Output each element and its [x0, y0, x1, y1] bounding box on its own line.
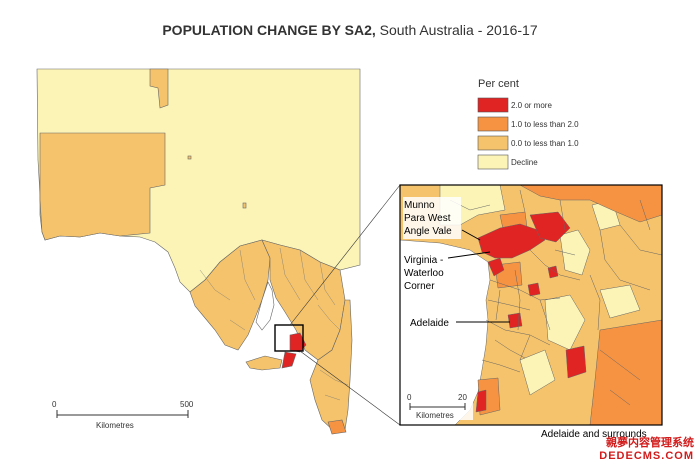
main-scale-bar: 0 500 Kilometres [52, 400, 194, 430]
region-north-notch [149, 68, 169, 109]
legend: Per cent 2.0 or more 1.0 to less than 2.0… [477, 78, 579, 170]
watermark-line1: 親夢内容管理系统 [606, 437, 694, 449]
main-scale-max: 500 [180, 400, 194, 409]
label-munno-line1: Munno [404, 200, 435, 211]
map-title-rest: South Australia - 2016-17 [375, 22, 538, 38]
legend-label: 1.0 to less than 2.0 [511, 120, 579, 129]
inset-decline-4 [519, 349, 556, 396]
inset-caption: Adelaide and surrounds [541, 429, 647, 440]
map-title-bold: POPULATION CHANGE BY SA2, [162, 22, 376, 38]
label-virginia-line3: Corner [404, 281, 435, 292]
sa2-boundaries [199, 247, 349, 401]
inset-red-inner-2 [547, 265, 559, 279]
label-munno-para: Munno Para West Angle Vale [403, 197, 481, 241]
main-scale-unit: Kilometres [96, 421, 134, 430]
inset-locator-box [274, 324, 304, 352]
inset-red-south [475, 389, 487, 413]
inset-decline-3 [544, 294, 586, 351]
inset-red-inner-1 [527, 282, 541, 297]
region-south-east [309, 299, 353, 433]
inset-sa2-boundaries [449, 189, 662, 406]
region-eyre [189, 239, 271, 351]
inset-decline-5 [599, 284, 641, 319]
south-australia-map [36, 68, 361, 435]
legend-label: 0.0 to less than 1.0 [511, 139, 579, 148]
region-mount-gambier [327, 419, 347, 435]
label-virginia-line2: Waterloo [404, 268, 444, 279]
inset-orange-northeast [519, 185, 662, 223]
label-adelaide: Adelaide [408, 315, 510, 329]
inset-scale-max: 20 [458, 393, 467, 402]
label-adelaide-text: Adelaide [410, 318, 449, 329]
watermark-line2: DEDECMS.COM [599, 450, 694, 462]
inset-map: Munno Para West Angle Vale Virginia - Wa… [399, 184, 663, 440]
legend-swatch [477, 135, 509, 151]
legend-label: 2.0 or more [511, 101, 552, 110]
legend-swatch [477, 97, 509, 113]
inset-red-adelaide [507, 312, 523, 329]
inset-decline-2 [559, 229, 591, 276]
inset-scale-unit: Kilometres [416, 411, 454, 420]
legend-swatch [477, 154, 509, 170]
pointer-virginia [447, 251, 491, 259]
legend-label: Decline [511, 158, 538, 167]
kangaroo-island [245, 355, 283, 371]
main-scale-zero: 0 [52, 400, 57, 409]
label-munno-line2: Para West [404, 213, 451, 224]
pointer-munno [461, 229, 481, 241]
region-northwest-block [39, 132, 166, 241]
inset-red-northeast [529, 211, 571, 243]
inset-connector-bottom [299, 350, 401, 426]
isolated-sa2-1 [187, 155, 192, 160]
label-virginia: Virginia - Waterloo Corner [403, 251, 491, 294]
isolated-sa2-2 [242, 202, 247, 209]
legend-swatch [477, 116, 509, 132]
inset-red-virginia [487, 257, 505, 277]
label-virginia-line1: Virginia - [404, 255, 443, 266]
inset-frame [399, 184, 663, 426]
label-munno-line3: Angle Vale [404, 226, 452, 237]
inset-scale-bar: 0 20 Kilometres [403, 390, 473, 420]
legend-heading: Per cent [478, 78, 519, 90]
inset-scale-zero: 0 [407, 393, 412, 402]
inset-connector-top [289, 184, 401, 326]
inset-red-munno-para [477, 223, 546, 259]
spencer-gulf [255, 281, 275, 331]
inset-red-east [565, 345, 587, 379]
inset-orange-east [589, 319, 662, 425]
watermark: 親夢内容管理系统 DEDECMS.COM [599, 437, 694, 463]
region-fleurieu [281, 351, 297, 369]
map-title: POPULATION CHANGE BY SA2, South Australi… [0, 22, 700, 38]
